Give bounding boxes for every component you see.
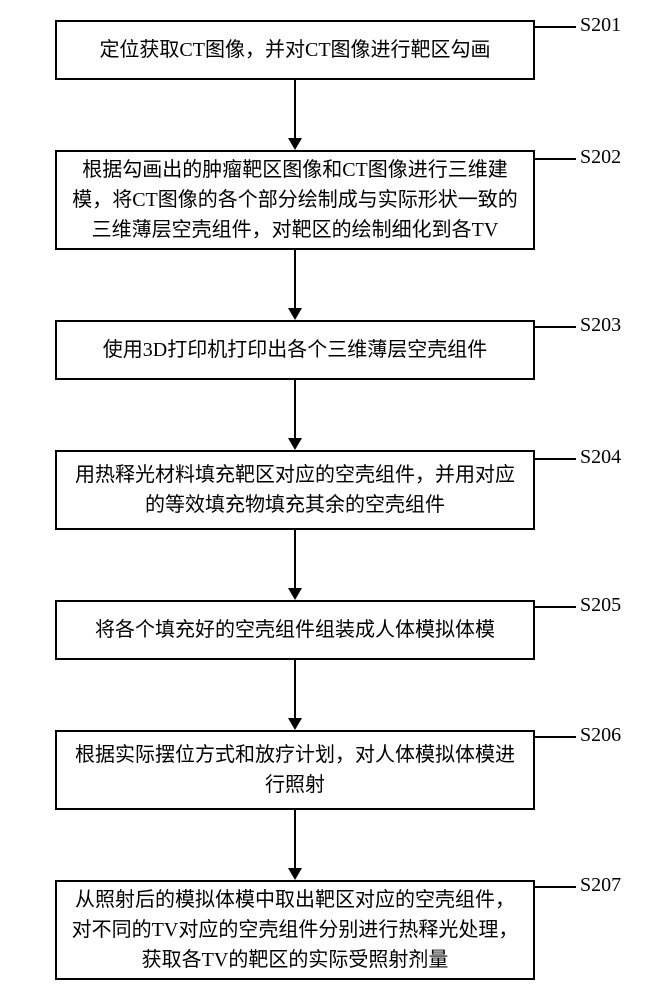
arrow-line [294, 250, 296, 308]
flow-node-text: 定位获取CT图像，并对CT图像进行靶区勾画 [99, 35, 490, 65]
flow-node-text: 根据实际摆位方式和放疗计划，对人体模拟体模进行照射 [71, 740, 519, 800]
flowchart-canvas: 定位获取CT图像，并对CT图像进行靶区勾画 S201 根据勾画出的肿瘤靶区图像和CT… [0, 0, 657, 1000]
flow-node-text: 用热释光材料填充靶区对应的空壳组件，并用对应的等效填充物填充其余的空壳组件 [71, 460, 519, 520]
arrow-line [294, 380, 296, 438]
leader-line [535, 736, 576, 738]
arrow-head-icon [288, 438, 302, 450]
leader-line [535, 886, 576, 888]
flow-node-n7: 从照射后的模拟体模中取出靶区对应的空壳组件，对不同的TV对应的空壳组件分别进行热… [55, 880, 535, 980]
flow-node-text: 将各个填充好的空壳组件组装成人体模拟体模 [95, 615, 495, 645]
flow-node-text: 从照射后的模拟体模中取出靶区对应的空壳组件，对不同的TV对应的空壳组件分别进行热… [71, 885, 519, 975]
flow-node-text: 使用3D打印机打印出各个三维薄层空壳组件 [103, 335, 487, 365]
flow-node-n3: 使用3D打印机打印出各个三维薄层空壳组件 [55, 320, 535, 380]
step-label-S207: S207 [580, 874, 621, 897]
leader-line [535, 326, 576, 328]
step-label-S202: S202 [580, 146, 621, 169]
leader-line [535, 26, 576, 28]
flow-node-n4: 用热释光材料填充靶区对应的空壳组件，并用对应的等效填充物填充其余的空壳组件 [55, 450, 535, 530]
flow-node-n1: 定位获取CT图像，并对CT图像进行靶区勾画 [55, 20, 535, 80]
leader-line [535, 158, 576, 160]
step-label-S205: S205 [580, 594, 621, 617]
leader-line [535, 606, 576, 608]
arrow-line [294, 530, 296, 588]
arrow-head-icon [288, 868, 302, 880]
arrow-head-icon [288, 308, 302, 320]
arrow-line [294, 810, 296, 868]
arrow-head-icon [288, 718, 302, 730]
leader-line [535, 458, 576, 460]
flow-node-n6: 根据实际摆位方式和放疗计划，对人体模拟体模进行照射 [55, 730, 535, 810]
arrow-line [294, 80, 296, 138]
arrow-head-icon [288, 138, 302, 150]
arrow-head-icon [288, 588, 302, 600]
step-label-S203: S203 [580, 314, 621, 337]
step-label-S204: S204 [580, 446, 621, 469]
flow-node-n5: 将各个填充好的空壳组件组装成人体模拟体模 [55, 600, 535, 660]
step-label-S201: S201 [580, 14, 621, 37]
flow-node-n2: 根据勾画出的肿瘤靶区图像和CT图像进行三维建模，将CT图像的各个部分绘制成与实际… [55, 150, 535, 250]
step-label-S206: S206 [580, 724, 621, 747]
arrow-line [294, 660, 296, 718]
flow-node-text: 根据勾画出的肿瘤靶区图像和CT图像进行三维建模，将CT图像的各个部分绘制成与实际… [71, 155, 519, 245]
